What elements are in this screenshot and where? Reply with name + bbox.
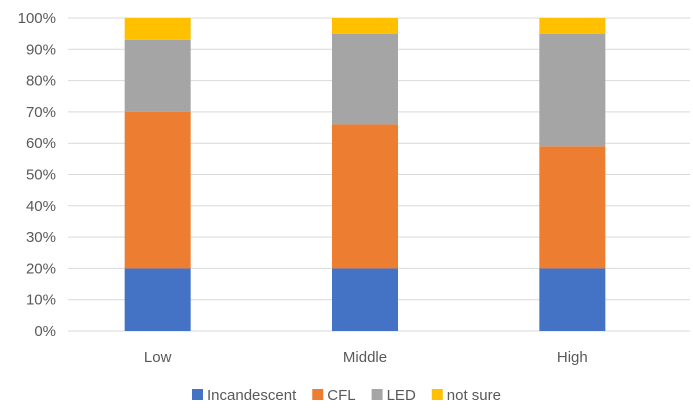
legend-item: Incandescent [192,387,297,404]
bar-segment-incandescent [124,268,191,331]
legend-label: Incandescent [207,387,297,404]
y-tick-label: 20% [26,260,56,277]
bar-segment-led [332,33,398,125]
y-tick-label: 0% [34,323,56,340]
bar-segment-led [539,33,606,147]
y-tick-label: 90% [26,41,56,58]
bar-segment-led [124,39,191,112]
x-category-label: Low [144,349,172,366]
y-tick-label: 70% [26,104,56,121]
y-tick-label: 30% [26,229,56,246]
legend-swatch [192,389,204,400]
legend-swatch [431,389,443,400]
y-axis-tick-labels: 0% 10% 20% 30% 40% 50% 60% 70% 80% 90% 100% [18,10,56,340]
legend-label: LED [387,387,416,404]
bar-segment-incandescent [539,268,606,331]
bar-segment-cfl [124,111,191,269]
y-tick-label: 60% [26,135,56,152]
x-category-label: High [557,349,588,366]
bar-segment-cfl [539,146,606,269]
bar-segment-not-sure [124,18,191,40]
bar-segment-cfl [332,124,398,269]
y-tick-label: 10% [26,292,56,309]
legend-swatch [312,389,324,400]
legend: Incandescent CFL LED not sure [192,387,501,404]
bars [124,18,606,331]
legend-item: not sure [431,387,501,404]
y-tick-label: 50% [26,167,56,184]
x-axis-category-labels: Low Middle High [144,349,588,366]
bar-segment-not-sure [332,18,398,34]
bar-segment-not-sure [539,18,606,34]
legend-label: not sure [447,387,501,404]
legend-swatch [371,389,383,400]
x-category-label: Middle [343,349,387,366]
legend-item: CFL [312,387,356,404]
y-tick-label: 80% [26,73,56,90]
bar-segment-incandescent [332,268,398,331]
legend-label: CFL [327,387,355,404]
y-tick-label: 40% [26,198,56,215]
y-tick-label: 100% [18,10,56,27]
legend-item: LED [371,387,416,404]
